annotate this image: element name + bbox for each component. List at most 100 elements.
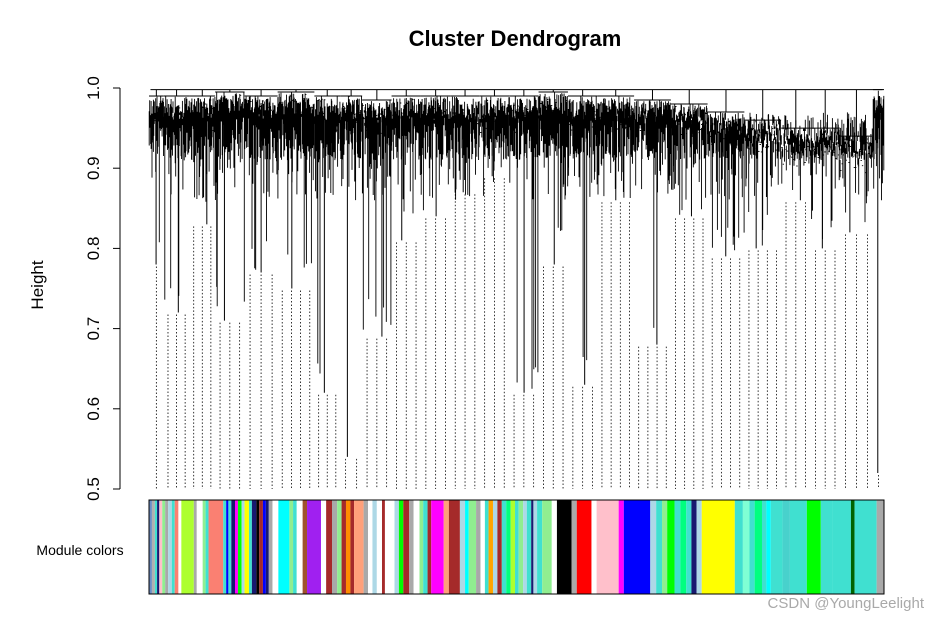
module-color-segment	[293, 500, 297, 594]
branch-leaves	[163, 96, 190, 300]
branch-leaves	[450, 96, 480, 200]
branch-leaves	[633, 100, 672, 328]
branch	[538, 89, 569, 265]
module-color-segment	[806, 500, 821, 594]
module-color-segment	[268, 500, 273, 594]
module-color-segment	[171, 500, 175, 594]
module-color-segment	[154, 500, 158, 594]
module-color-segment	[696, 500, 702, 594]
module-color-segment	[510, 500, 516, 594]
module-color-segment	[465, 500, 469, 594]
module-color-segment	[193, 500, 197, 594]
module-color-segment	[854, 500, 877, 594]
y-axis-label: Height	[28, 260, 47, 309]
branch	[361, 89, 392, 337]
module-color-segment	[749, 500, 755, 594]
y-tick-label: 0.7	[84, 317, 103, 341]
module-color-segment	[231, 500, 235, 594]
y-tick-label: 0.5	[84, 477, 103, 501]
module-color-segment	[650, 500, 657, 594]
module-color-segment	[376, 500, 382, 594]
module-color-segment	[381, 500, 385, 594]
module-color-segment	[345, 500, 351, 594]
branch-leaves	[508, 96, 539, 389]
module-color-segment	[228, 500, 232, 594]
module-color-segment	[332, 500, 338, 594]
module-color-segment	[174, 500, 179, 594]
module-color-segment	[531, 500, 534, 594]
module-color-segment	[296, 500, 303, 594]
module-color-segment	[754, 500, 762, 594]
y-tick-label: 0.6	[84, 397, 103, 421]
module-color-segment	[241, 500, 245, 594]
branch-leaves	[839, 112, 874, 223]
module-color-segment	[259, 500, 263, 594]
module-color-segment	[341, 500, 346, 594]
module-color-segment	[492, 500, 498, 594]
module-color-segment	[662, 500, 668, 594]
module-color-segment	[394, 500, 399, 594]
branch	[633, 89, 672, 345]
module-color-segment	[766, 500, 771, 594]
module-color-segment	[196, 500, 203, 594]
module-color-segment	[832, 500, 851, 594]
module-color-segment	[202, 500, 206, 594]
branch	[508, 89, 539, 393]
chart-title: Cluster Dendrogram	[409, 26, 622, 51]
module-color-segment	[337, 500, 342, 594]
branch-leaves	[538, 92, 569, 231]
module-color-segment	[162, 500, 166, 594]
module-color-segment	[656, 500, 663, 594]
module-color-segment	[265, 500, 269, 594]
branch-leaves	[744, 112, 782, 246]
module-color-segment	[876, 500, 884, 594]
branch-leaves	[420, 96, 451, 211]
branch-leaves	[567, 96, 598, 361]
branch	[420, 89, 451, 217]
y-tick-label: 0.9	[84, 156, 103, 180]
branch	[214, 89, 245, 321]
branch	[744, 89, 782, 249]
module-color-segment	[403, 500, 410, 594]
branch	[244, 89, 278, 273]
module-color-segment	[680, 500, 687, 594]
module-color-segment	[409, 500, 414, 594]
module-color-segment	[278, 500, 290, 594]
module-color-segment	[244, 500, 249, 594]
module-color-bar	[148, 499, 885, 595]
y-axis: 0.5 0.6 0.7 0.8 0.9 1.0	[84, 76, 121, 501]
module-color-segment	[223, 500, 227, 594]
module-color-segment	[159, 500, 163, 594]
module-color-segment	[289, 500, 294, 594]
module-color-segment	[691, 500, 697, 594]
dendrogram-tree	[148, 89, 885, 473]
module-color-segment	[515, 500, 519, 594]
module-color-segment	[251, 500, 257, 594]
module-color-segment	[354, 500, 364, 594]
module-color-segment	[686, 500, 692, 594]
module-color-segment	[850, 500, 855, 594]
module-color-segment	[168, 500, 172, 594]
branch-leaves	[314, 96, 341, 374]
y-tick-label: 1.0	[84, 76, 103, 100]
module-color-segment	[459, 500, 466, 594]
branch-leaves	[670, 104, 708, 215]
module-color-segment	[497, 500, 502, 594]
module-color-segment	[256, 500, 260, 594]
y-tick-label: 0.8	[84, 237, 103, 261]
module-color-segment	[363, 500, 369, 594]
module-color-segment	[596, 500, 619, 594]
module-color-segment	[307, 500, 321, 594]
branch-leaves	[189, 96, 216, 202]
branch-leaves	[780, 115, 811, 190]
module-color-segment	[782, 500, 790, 594]
branch	[567, 89, 598, 385]
module-color-segment	[770, 500, 783, 594]
module-color-segment	[533, 500, 538, 594]
module-color-segment	[576, 500, 592, 594]
branch-leaves	[339, 95, 363, 201]
module-color-segment	[368, 500, 373, 594]
branch-leaves	[810, 112, 841, 240]
branch	[189, 89, 216, 225]
